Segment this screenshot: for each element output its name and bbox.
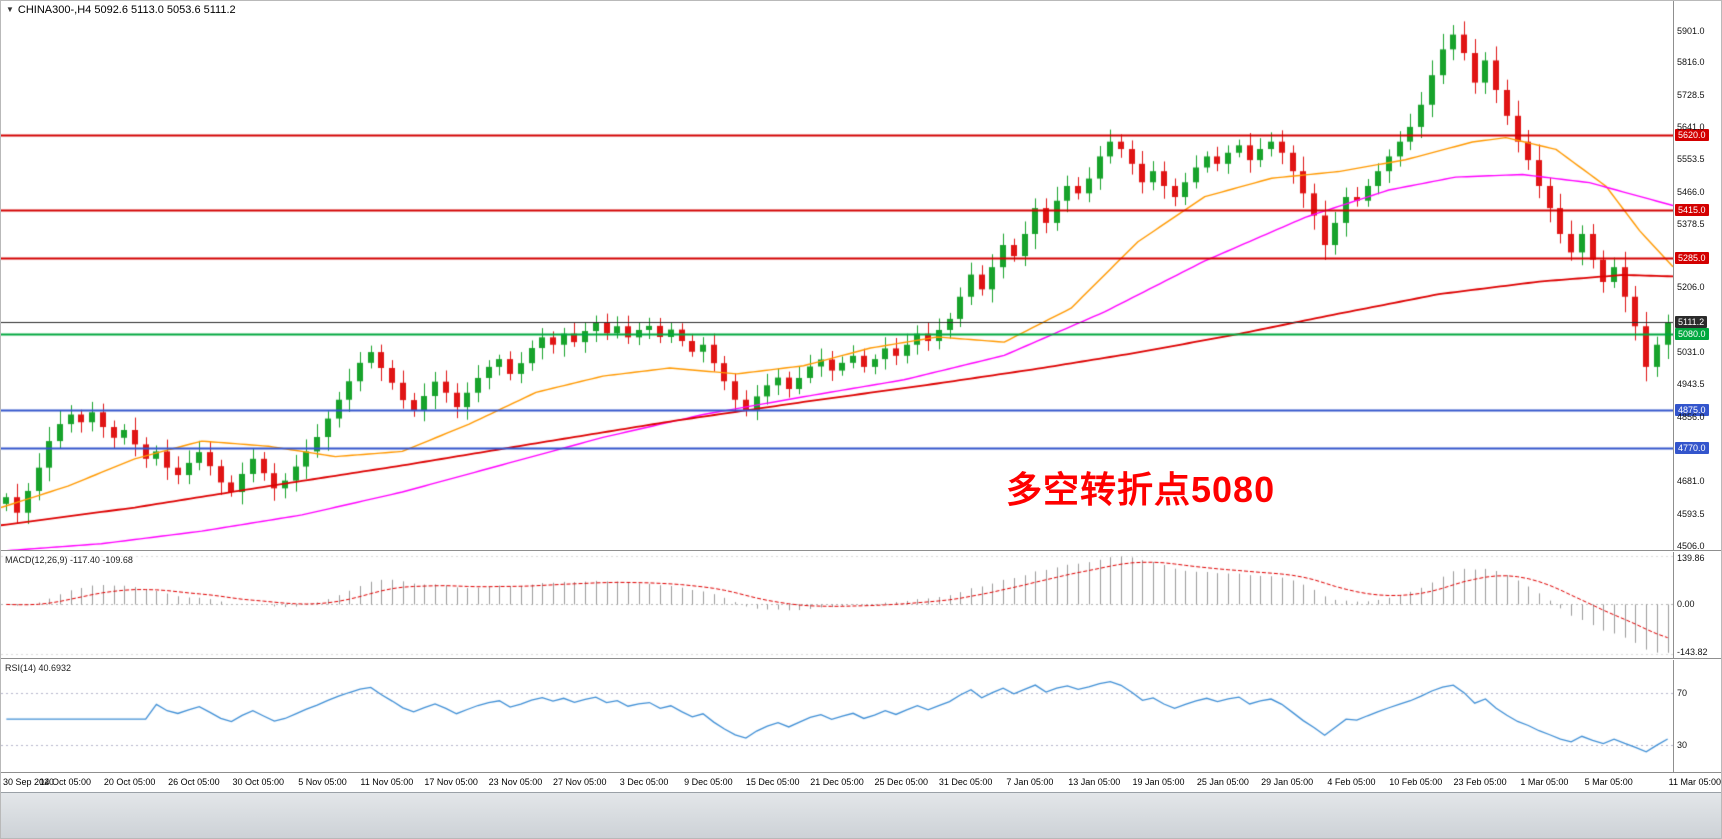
- time-tick-label: 1 Mar 05:00: [1520, 777, 1569, 787]
- time-tick-label: 13 Jan 05:00: [1068, 777, 1121, 787]
- price-badge: 4770.0: [1675, 442, 1709, 454]
- macd-axis[interactable]: 139.86 0.00 -143.82: [1673, 552, 1721, 658]
- time-tick-label: 5 Mar 05:00: [1584, 777, 1633, 787]
- time-tick-label: 21 Dec 05:00: [810, 777, 864, 787]
- price-tick-label: 5641.0: [1677, 122, 1705, 132]
- time-tick-label: 11 Nov 05:00: [360, 777, 414, 787]
- time-tick-label: 5 Nov 05:00: [298, 777, 347, 787]
- time-tick-label: 14 Oct 05:00: [39, 777, 92, 787]
- time-tick-label: 29 Jan 05:00: [1261, 777, 1314, 787]
- macd-tick-label: 0.00: [1677, 599, 1695, 609]
- price-tick-label: 5901.0: [1677, 26, 1705, 36]
- time-tick-label: 25 Jan 05:00: [1196, 777, 1249, 787]
- rsi-label: RSI(14) 40.6932: [5, 663, 72, 673]
- price-chart-canvas[interactable]: [1, 1, 1673, 550]
- time-tick-label: 9 Dec 05:00: [684, 777, 733, 787]
- time-tick-label: 15 Dec 05:00: [745, 777, 800, 787]
- time-tick-label: 23 Feb 05:00: [1453, 777, 1507, 787]
- time-tick-label: 25 Dec 05:00: [874, 777, 929, 787]
- price-tick-label: 5466.0: [1677, 187, 1705, 197]
- rsi-tick-label: 30: [1677, 740, 1688, 750]
- price-tick-label: 5378.5: [1677, 219, 1705, 229]
- rsi-canvas[interactable]: [1, 660, 1673, 773]
- time-tick-label: 27 Nov 05:00: [552, 777, 607, 787]
- price-tick-label: 4856.0: [1677, 412, 1705, 422]
- time-tick-label: 26 Oct 05:00: [168, 777, 220, 787]
- rsi-panel: RSI(14) 40.6932 70 30: [1, 658, 1721, 773]
- price-badge: 5111.2: [1675, 316, 1708, 328]
- chart-menu-triangle-icon[interactable]: ▼: [6, 5, 14, 14]
- time-tick-label: 3 Dec 05:00: [619, 777, 669, 787]
- price-badge: 4875.0: [1675, 404, 1709, 416]
- symbol-ohlc-label: ▼ CHINA300-,H4 5092.6 5113.0 5053.6 5111.…: [6, 4, 236, 16]
- time-tick-label: 30 Oct 05:00: [232, 777, 284, 787]
- price-tick-label: 5816.0: [1677, 57, 1705, 67]
- macd-tick-label: 139.86: [1677, 553, 1705, 563]
- time-tick-label: 10 Feb 05:00: [1389, 777, 1443, 787]
- symbol-ohlc-text: CHINA300-,H4 5092.6 5113.0 5053.6 5111.2: [17, 4, 236, 16]
- price-tick-label: 5728.5: [1677, 90, 1705, 100]
- price-tick-label: 4593.5: [1677, 509, 1705, 519]
- macd-label: MACD(12,26,9) -117.40 -109.68: [5, 555, 133, 565]
- bottom-bar: [1, 792, 1721, 838]
- time-tick-label: 30 Sep 2020: [3, 777, 55, 787]
- time-tick-label: 31 Dec 05:00: [938, 777, 993, 787]
- macd-panel: MACD(12,26,9) -117.40 -109.68 139.86 0.00…: [1, 550, 1721, 659]
- time-tick-label: 23 Nov 05:00: [488, 777, 543, 787]
- time-tick-label: 17 Nov 05:00: [424, 777, 478, 787]
- price-tick-label: 5206.0: [1677, 282, 1705, 292]
- time-tick-label: 20 Oct 05:00: [103, 777, 156, 787]
- rsi-tick-label: 70: [1677, 688, 1688, 698]
- macd-tick-label: -143.82: [1677, 647, 1708, 657]
- rsi-axis[interactable]: 70 30: [1673, 660, 1721, 772]
- chart-annotation-text: 多空转折点5080: [1006, 469, 1276, 510]
- price-tick-label: 5553.5: [1677, 154, 1705, 164]
- macd-canvas[interactable]: [1, 552, 1673, 659]
- time-axis[interactable]: 30 Sep 2020 14 Oct 05:00 20 Oct 05:00 26 Oc…: [1, 772, 1721, 792]
- main-chart-panel: ▼ CHINA300-,H4 5092.6 5113.0 5053.6 5111.…: [1, 1, 1721, 551]
- price-axis[interactable]: 5620.0 5415.0 5285.0 5111.2 5080.0 4875.0 4770…: [1673, 1, 1721, 551]
- price-tick-label: 4943.5: [1677, 379, 1705, 389]
- price-tick-label: 5031.0: [1677, 347, 1705, 357]
- time-tick-label: 11 Mar 05:00: [1668, 777, 1721, 787]
- price-badge: 5620.0: [1675, 129, 1709, 141]
- price-tick-label: 4681.0: [1677, 476, 1705, 486]
- time-tick-label: 4 Feb 05:00: [1327, 777, 1376, 787]
- time-tick-label: 19 Jan 05:00: [1132, 777, 1185, 787]
- time-tick-label: 7 Jan 05:00: [1006, 777, 1054, 787]
- price-badge: 5285.0: [1675, 252, 1709, 264]
- price-tick-label: 4506.0: [1677, 541, 1705, 551]
- price-badge: 5415.0: [1675, 204, 1709, 216]
- price-badge: 5080.0: [1675, 328, 1709, 340]
